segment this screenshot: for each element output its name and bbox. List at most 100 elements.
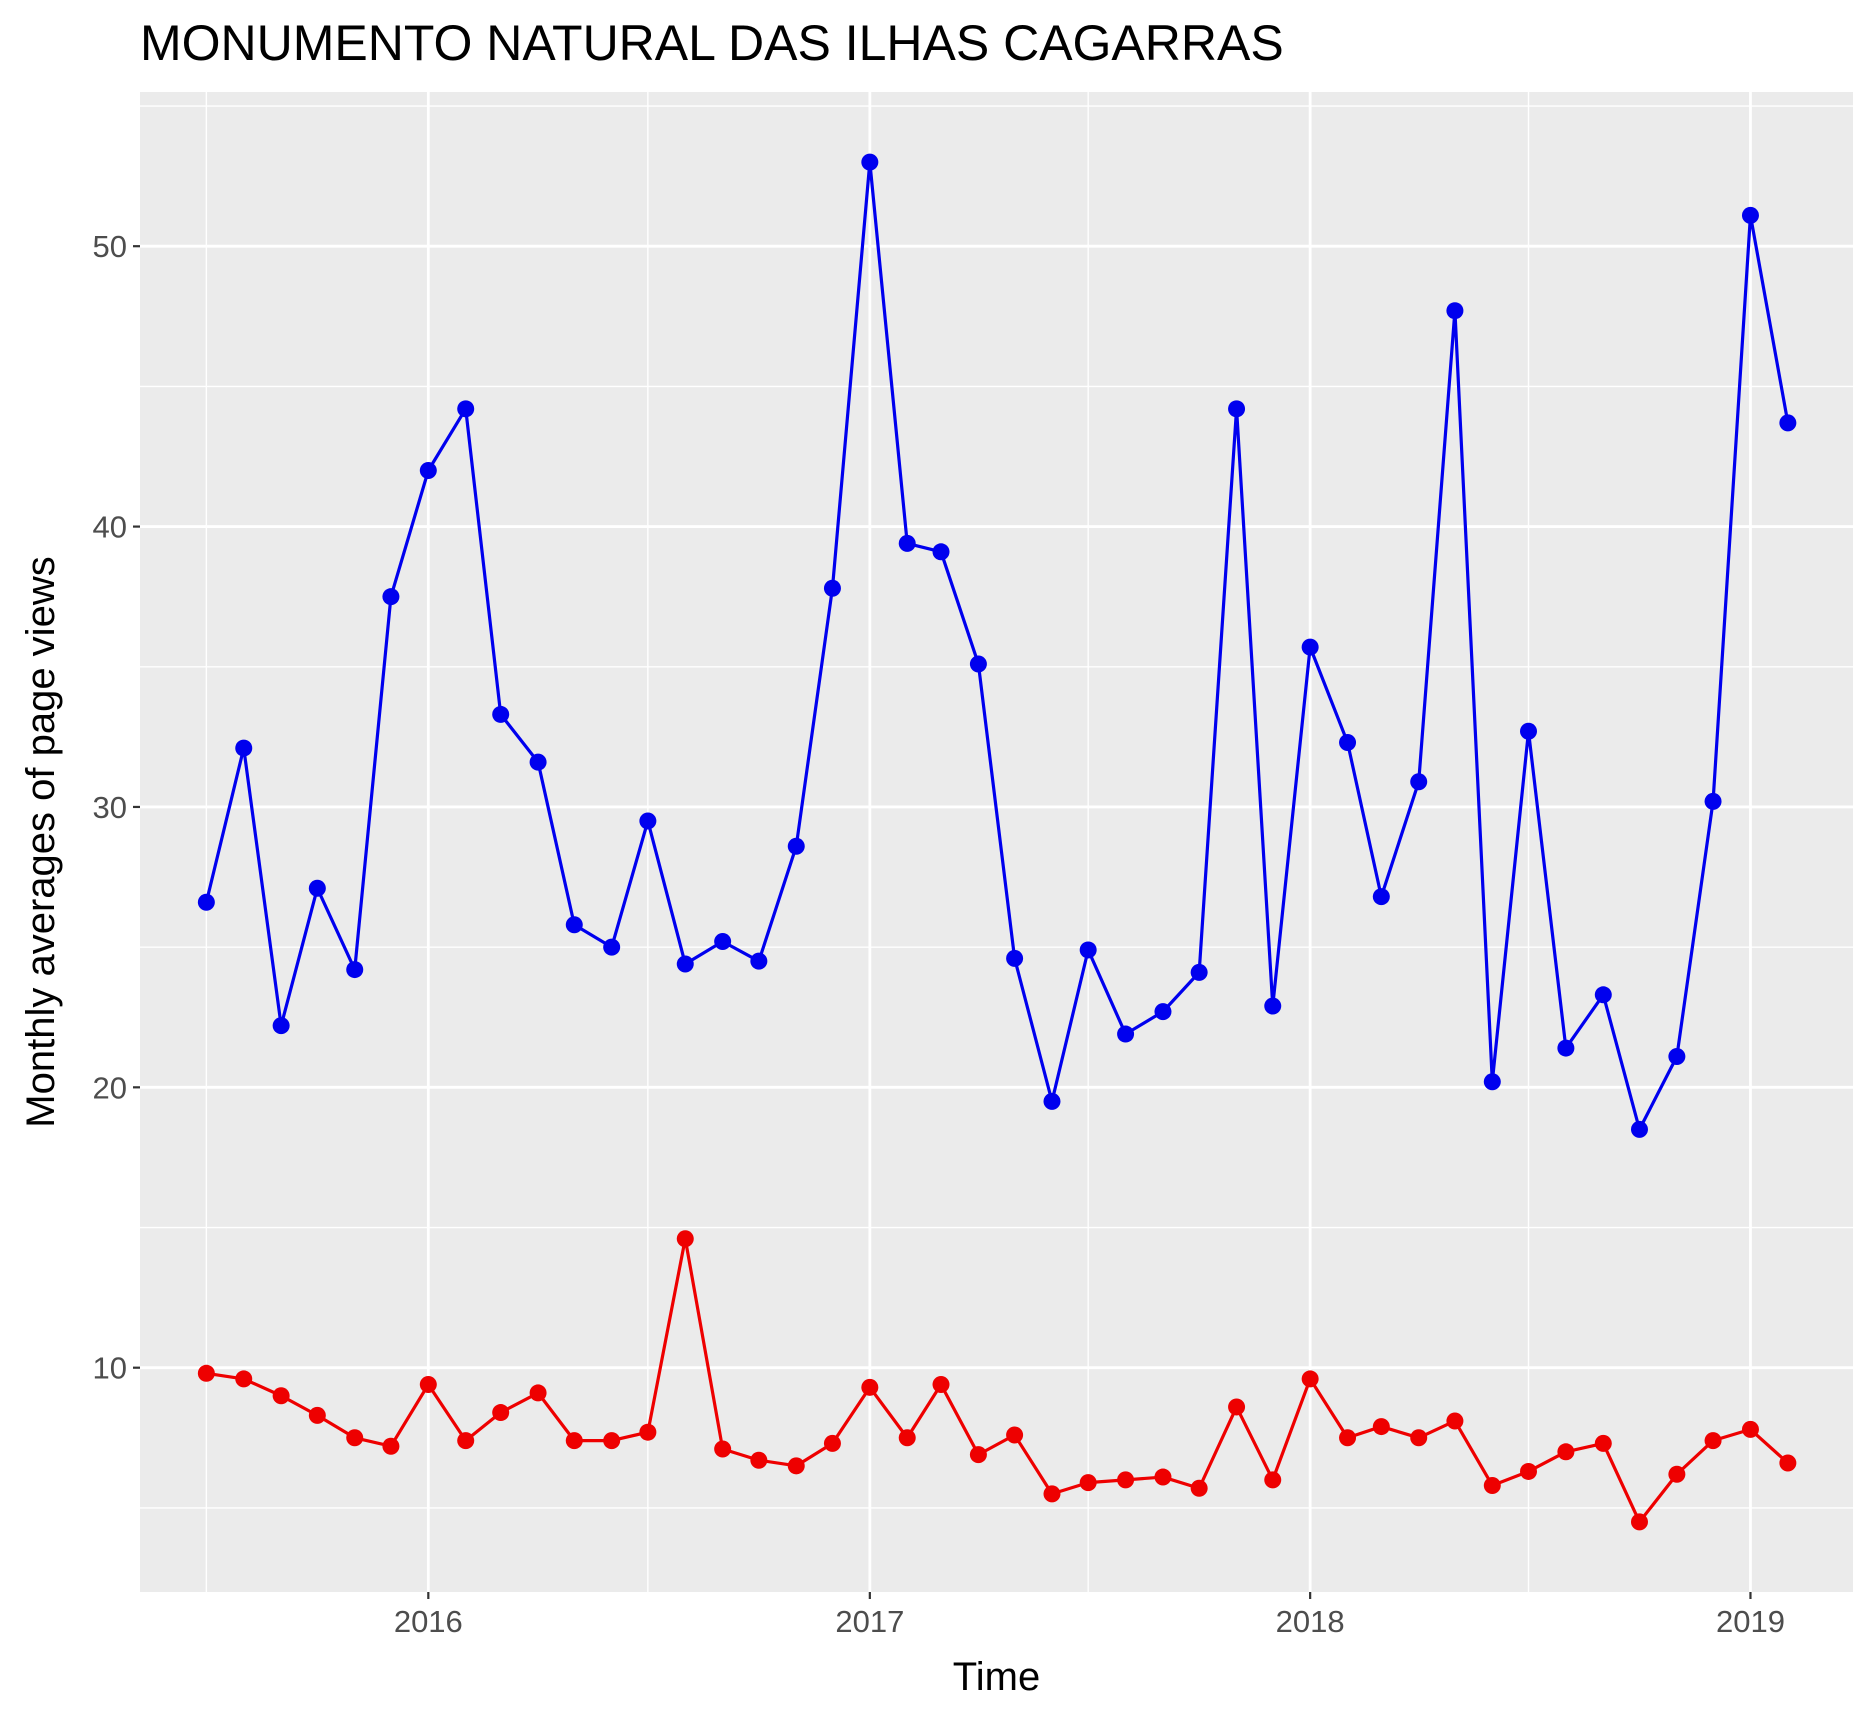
data-point	[492, 1404, 510, 1422]
data-point	[457, 1432, 475, 1450]
data-point	[1006, 1426, 1024, 1444]
series-line	[204, 160, 1790, 1131]
data-point	[932, 1376, 950, 1394]
x-tick-label: 2016	[394, 1604, 463, 1639]
data-point	[1372, 1418, 1390, 1436]
data-point	[969, 655, 987, 673]
data-point	[750, 1451, 768, 1469]
data-point	[823, 579, 841, 597]
data-point	[1483, 1073, 1501, 1091]
plot-panel	[140, 92, 1853, 1592]
y-tick-label: 20	[93, 1070, 127, 1105]
data-point	[1741, 206, 1759, 224]
data-point	[1043, 1485, 1061, 1503]
data-point	[1043, 1092, 1061, 1110]
data-point	[1594, 1434, 1612, 1452]
data-point	[639, 1423, 657, 1441]
data-point	[1154, 1468, 1172, 1486]
data-point	[565, 916, 583, 934]
data-point	[714, 933, 732, 951]
data-point	[1668, 1465, 1686, 1483]
data-point	[1520, 1462, 1537, 1480]
data-point	[714, 1440, 732, 1458]
y-tick-label: 30	[93, 790, 127, 825]
data-point	[969, 1446, 987, 1464]
data-point	[1779, 414, 1797, 432]
data-point	[861, 1378, 879, 1396]
data-point	[1079, 1474, 1097, 1492]
x-tick-label: 2017	[835, 1604, 904, 1639]
data-point	[419, 462, 437, 479]
y-tick-label: 40	[93, 510, 127, 545]
data-point	[308, 1406, 326, 1424]
data-point	[1557, 1443, 1575, 1461]
data-point	[1410, 773, 1428, 791]
series-1	[197, 153, 1797, 1138]
data-point	[1410, 1429, 1428, 1447]
data-point	[898, 534, 916, 552]
data-point	[1079, 941, 1097, 959]
data-point	[750, 952, 768, 970]
data-point	[787, 1457, 805, 1475]
data-point	[1630, 1513, 1648, 1531]
data-point	[197, 1364, 215, 1382]
data-point	[1779, 1454, 1797, 1472]
data-point	[382, 588, 400, 606]
data-point	[823, 1434, 841, 1452]
y-tick-label: 10	[93, 1351, 127, 1386]
data-point	[1520, 722, 1537, 740]
data-point	[1339, 733, 1357, 751]
data-point	[492, 705, 510, 723]
minor-gridlines	[140, 92, 1853, 1592]
data-point	[1630, 1120, 1648, 1138]
data-point	[529, 1384, 547, 1402]
data-point	[272, 1017, 290, 1035]
data-point	[529, 753, 547, 771]
data-point	[382, 1437, 400, 1455]
data-point	[1190, 1479, 1208, 1497]
data-point	[565, 1432, 583, 1450]
data-point	[346, 1429, 364, 1447]
y-tick-label: 50	[93, 229, 127, 264]
data-point	[457, 400, 475, 418]
data-point	[1264, 1471, 1282, 1489]
data-point	[603, 938, 621, 956]
data-point	[1117, 1025, 1135, 1043]
data-point	[1557, 1039, 1575, 1057]
data-point	[1483, 1476, 1501, 1494]
data-point	[1190, 963, 1208, 981]
data-point	[1228, 400, 1246, 418]
data-point	[1264, 997, 1282, 1015]
data-point	[1668, 1047, 1686, 1065]
data-point	[861, 153, 879, 171]
chart-title: MONUMENTO NATURAL DAS ILHAS CAGARRAS	[140, 15, 1284, 71]
data-point	[1446, 302, 1464, 320]
data-point	[197, 893, 215, 911]
data-point	[787, 837, 805, 855]
y-axis: 10 20 30 40 50	[93, 229, 140, 1386]
series-layer	[197, 153, 1797, 1531]
data-point	[1704, 792, 1722, 810]
data-point	[1594, 986, 1612, 1004]
data-point	[1301, 1370, 1319, 1388]
data-point	[1154, 1003, 1172, 1021]
x-axis-title: Time	[953, 1655, 1040, 1699]
data-point	[676, 1230, 694, 1248]
data-point	[346, 961, 364, 979]
data-point	[1372, 888, 1390, 906]
x-tick-label: 2018	[1276, 1604, 1345, 1639]
data-point	[603, 1432, 621, 1450]
data-point	[639, 812, 657, 830]
data-point	[1741, 1420, 1759, 1438]
data-point	[272, 1387, 290, 1405]
data-point	[1339, 1429, 1357, 1447]
data-point	[898, 1429, 916, 1447]
data-point	[1301, 638, 1319, 656]
data-point	[235, 739, 253, 757]
data-point	[676, 955, 694, 973]
data-point	[1446, 1412, 1464, 1430]
data-point	[1704, 1432, 1722, 1450]
data-point	[1228, 1398, 1246, 1416]
x-tick-label: 2019	[1716, 1604, 1785, 1639]
